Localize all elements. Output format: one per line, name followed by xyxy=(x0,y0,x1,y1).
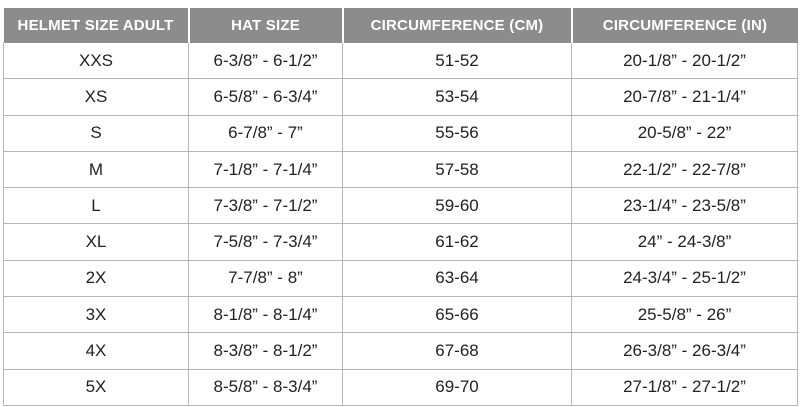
table-cell: XL xyxy=(3,223,189,261)
size-chart: HELMET SIZE ADULT HAT SIZE CIRCUMFERENCE (… xyxy=(3,8,798,406)
table-row: XL 7-5/8” - 7-3/4” 61-62 24” - 24-3/8” xyxy=(3,223,798,261)
table-cell: 6-5/8” - 6-3/4” xyxy=(188,78,343,116)
table-cell: XS xyxy=(3,78,189,116)
table-cell: 51-52 xyxy=(342,43,572,80)
table-row: 2X 7-7/8” - 8” 63-64 24-3/4” - 25-1/2” xyxy=(3,260,798,298)
table-cell: 20-7/8” - 21-1/4” xyxy=(571,78,798,116)
table-cell: 8-1/8” - 8-1/4” xyxy=(188,296,343,334)
table-row: XXS 6-3/8” - 6-1/2” 51-52 20-1/8” - 20-1/2” xyxy=(3,43,798,80)
table-cell: 2X xyxy=(3,260,189,298)
table-row: 3X 8-1/8” - 8-1/4” 65-66 25-5/8” - 26” xyxy=(3,296,798,334)
table-cell: 3X xyxy=(3,296,189,334)
table-cell: 23-1/4” - 23-5/8” xyxy=(571,187,798,225)
table-cell: 65-66 xyxy=(342,296,572,334)
header-row: HELMET SIZE ADULT HAT SIZE CIRCUMFERENCE (… xyxy=(3,8,798,43)
table-cell: 7-7/8” - 8” xyxy=(188,260,343,298)
size-table: HELMET SIZE ADULT HAT SIZE CIRCUMFERENCE (… xyxy=(3,8,798,406)
table-cell: 5X xyxy=(3,369,189,406)
table-row: L 7-3/8” - 7-1/2” 59-60 23-1/4” - 23-5/8” xyxy=(3,187,798,225)
table-cell: 69-70 xyxy=(342,369,572,406)
table-cell: 24-3/4” - 25-1/2” xyxy=(571,260,798,298)
table-cell: 67-68 xyxy=(342,332,572,370)
table-cell: 6-3/8” - 6-1/2” xyxy=(188,43,343,80)
table-cell: M xyxy=(3,151,189,189)
table-cell: 20-1/8” - 20-1/2” xyxy=(571,43,798,80)
table-cell: 24” - 24-3/8” xyxy=(571,223,798,261)
table-cell: 61-62 xyxy=(342,223,572,261)
table-cell: 20-5/8” - 22” xyxy=(571,115,798,152)
header-cell: CIRCUMFERENCE (IN) xyxy=(571,8,798,43)
table-cell: L xyxy=(3,187,189,225)
table-cell: 4X xyxy=(3,332,189,370)
table-row: 5X 8-5/8” - 8-3/4” 69-70 27-1/8” - 27-1/2” xyxy=(3,369,798,406)
table-cell: XXS xyxy=(3,43,189,80)
table-cell: 25-5/8” - 26” xyxy=(571,296,798,334)
table-cell: 57-58 xyxy=(342,151,572,189)
header-cell: CIRCUMFERENCE (CM) xyxy=(342,8,573,43)
table-row: XS 6-5/8” - 6-3/4” 53-54 20-7/8” - 21-1/4” xyxy=(3,78,798,116)
table-row: S 6-7/8” - 7” 55-56 20-5/8” - 22” xyxy=(3,115,798,152)
table-cell: S xyxy=(3,115,189,152)
table-cell: 55-56 xyxy=(342,115,572,152)
table-cell: 7-3/8” - 7-1/2” xyxy=(188,187,343,225)
header-cell: HAT SIZE xyxy=(188,8,344,43)
table-cell: 8-5/8” - 8-3/4” xyxy=(188,369,343,406)
table-cell: 27-1/8” - 27-1/2” xyxy=(571,369,798,406)
table-cell: 7-1/8” - 7-1/4” xyxy=(188,151,343,189)
header-cell: HELMET SIZE ADULT xyxy=(3,8,190,43)
table-cell: 63-64 xyxy=(342,260,572,298)
table-cell: 59-60 xyxy=(342,187,572,225)
table-cell: 53-54 xyxy=(342,78,572,116)
table-cell: 7-5/8” - 7-3/4” xyxy=(188,223,343,261)
table-row: 4X 8-3/8” - 8-1/2” 67-68 26-3/8” - 26-3/4” xyxy=(3,332,798,370)
table-cell: 22-1/2” - 22-7/8” xyxy=(571,151,798,189)
table-cell: 8-3/8” - 8-1/2” xyxy=(188,332,343,370)
table-cell: 26-3/8” - 26-3/4” xyxy=(571,332,798,370)
table-cell: 6-7/8” - 7” xyxy=(188,115,343,152)
table-row: M 7-1/8” - 7-1/4” 57-58 22-1/2” - 22-7/8” xyxy=(3,151,798,189)
